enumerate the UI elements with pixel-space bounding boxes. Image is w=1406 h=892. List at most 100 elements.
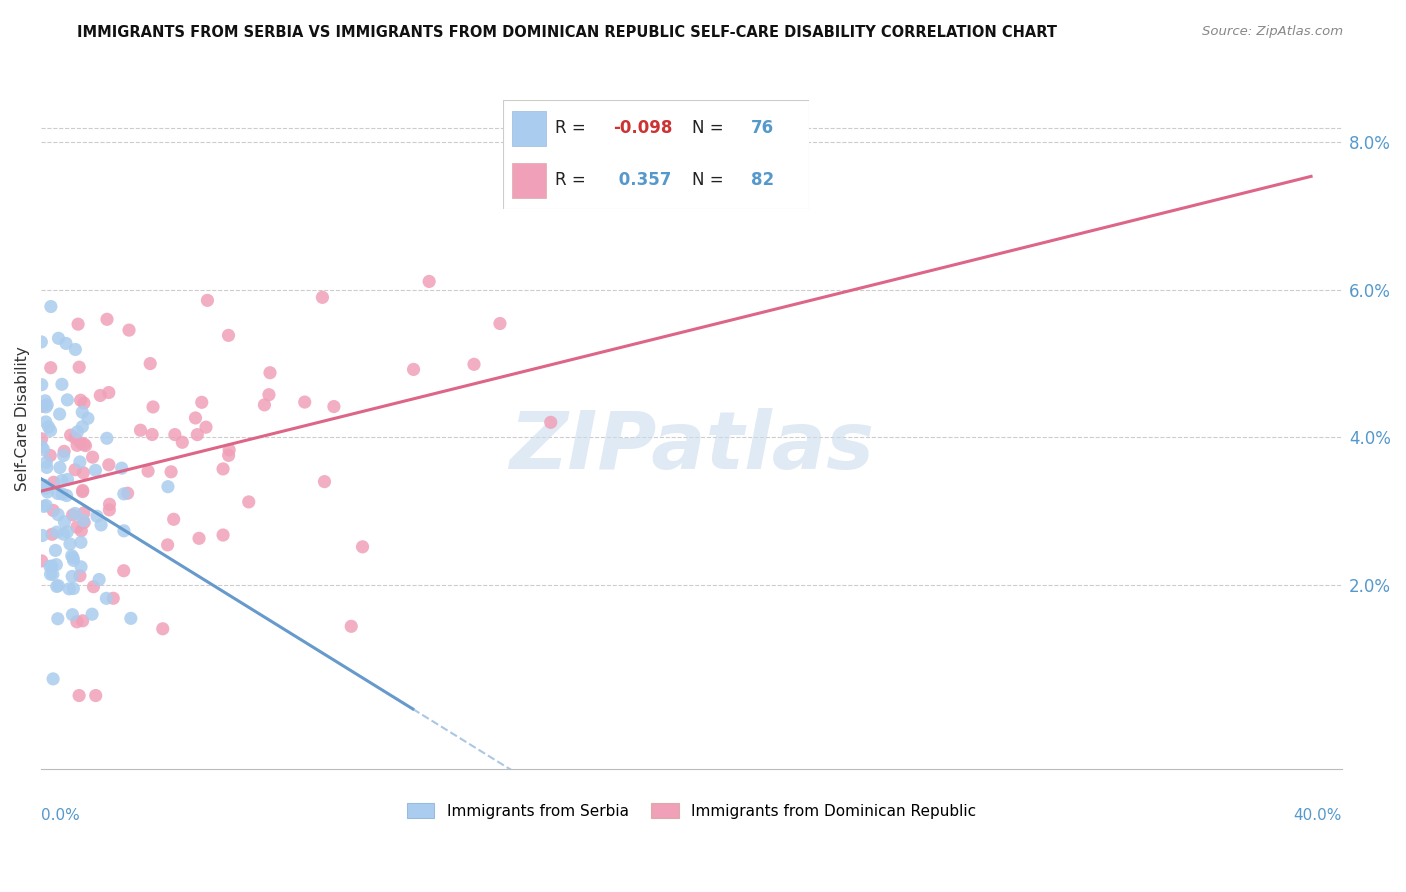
Point <box>51 377 73 392</box>
Point <box>35 499 58 513</box>
Point <box>55 489 77 503</box>
Point <box>156 538 179 552</box>
Point <box>31 528 53 542</box>
Point <box>39 567 62 582</box>
Point <box>31 399 53 413</box>
Point <box>56 472 79 486</box>
Point <box>30 334 52 349</box>
Point <box>195 420 218 434</box>
Point <box>66 438 89 452</box>
Point <box>111 461 134 475</box>
Point <box>56 524 79 539</box>
Point <box>96 591 118 606</box>
Point <box>39 424 62 438</box>
Point <box>38 420 60 434</box>
Point <box>98 503 121 517</box>
Point <box>42 503 65 517</box>
Point <box>72 614 94 628</box>
Point <box>45 558 67 572</box>
Point <box>31 554 53 568</box>
Point <box>66 520 89 534</box>
Point <box>52 527 75 541</box>
Text: 0.0%: 0.0% <box>41 808 80 822</box>
Point <box>73 516 96 530</box>
Point <box>141 427 163 442</box>
Point <box>322 400 344 414</box>
Point <box>42 567 65 582</box>
Point <box>72 483 94 498</box>
Point <box>82 580 104 594</box>
Text: ZIPatlas: ZIPatlas <box>509 408 875 486</box>
Point <box>212 462 235 476</box>
Point <box>73 506 96 520</box>
Point <box>489 317 512 331</box>
Point <box>103 591 125 606</box>
Point <box>72 419 94 434</box>
Point <box>60 549 83 563</box>
Point <box>31 432 53 446</box>
Point <box>257 387 280 401</box>
Point <box>259 366 281 380</box>
Point <box>69 393 91 408</box>
Point <box>80 607 103 622</box>
Point <box>39 449 62 463</box>
Point <box>65 507 87 521</box>
Point <box>120 611 142 625</box>
Legend: Immigrants from Serbia, Immigrants from Dominican Republic: Immigrants from Serbia, Immigrants from … <box>401 797 983 825</box>
Point <box>62 550 84 565</box>
Point <box>463 357 485 371</box>
Point <box>97 385 120 400</box>
Point <box>35 415 58 429</box>
Point <box>45 579 67 593</box>
Point <box>48 331 70 345</box>
Point <box>66 615 89 629</box>
Point <box>82 450 104 465</box>
Point <box>238 495 260 509</box>
Point <box>72 484 94 499</box>
Point <box>58 582 80 596</box>
Point <box>35 455 58 469</box>
Point <box>129 423 152 437</box>
Point <box>160 465 183 479</box>
Point <box>184 411 207 425</box>
Point <box>53 444 76 458</box>
Point <box>190 395 212 409</box>
Point <box>73 396 96 410</box>
Point <box>218 442 240 457</box>
Point <box>97 458 120 472</box>
Point <box>70 405 93 419</box>
Point <box>46 486 69 500</box>
Point <box>218 328 240 343</box>
Point <box>65 343 87 357</box>
Point <box>62 553 84 567</box>
Point <box>77 411 100 425</box>
Point <box>218 449 240 463</box>
Point <box>152 622 174 636</box>
Point <box>69 455 91 469</box>
Point <box>46 612 69 626</box>
Point <box>46 508 69 522</box>
Point <box>39 360 62 375</box>
Point <box>32 500 55 514</box>
Point <box>63 463 86 477</box>
Point <box>69 568 91 582</box>
Y-axis label: Self-Care Disability: Self-Care Disability <box>15 346 30 491</box>
Point <box>87 573 110 587</box>
Point <box>34 482 56 496</box>
Point <box>89 388 111 402</box>
Point <box>142 400 165 414</box>
Point <box>311 290 333 304</box>
Point <box>96 312 118 326</box>
Point <box>70 524 93 538</box>
Text: IMMIGRANTS FROM SERBIA VS IMMIGRANTS FROM DOMINICAN REPUBLIC SELF-CARE DISABILIT: IMMIGRANTS FROM SERBIA VS IMMIGRANTS FRO… <box>77 25 1057 40</box>
Point <box>67 360 90 375</box>
Point <box>45 524 67 539</box>
Point <box>62 607 84 622</box>
Point <box>63 431 86 445</box>
Point <box>188 532 211 546</box>
Point <box>86 509 108 524</box>
Point <box>67 317 90 331</box>
Point <box>67 689 90 703</box>
Point <box>56 392 79 407</box>
Point <box>69 435 91 450</box>
